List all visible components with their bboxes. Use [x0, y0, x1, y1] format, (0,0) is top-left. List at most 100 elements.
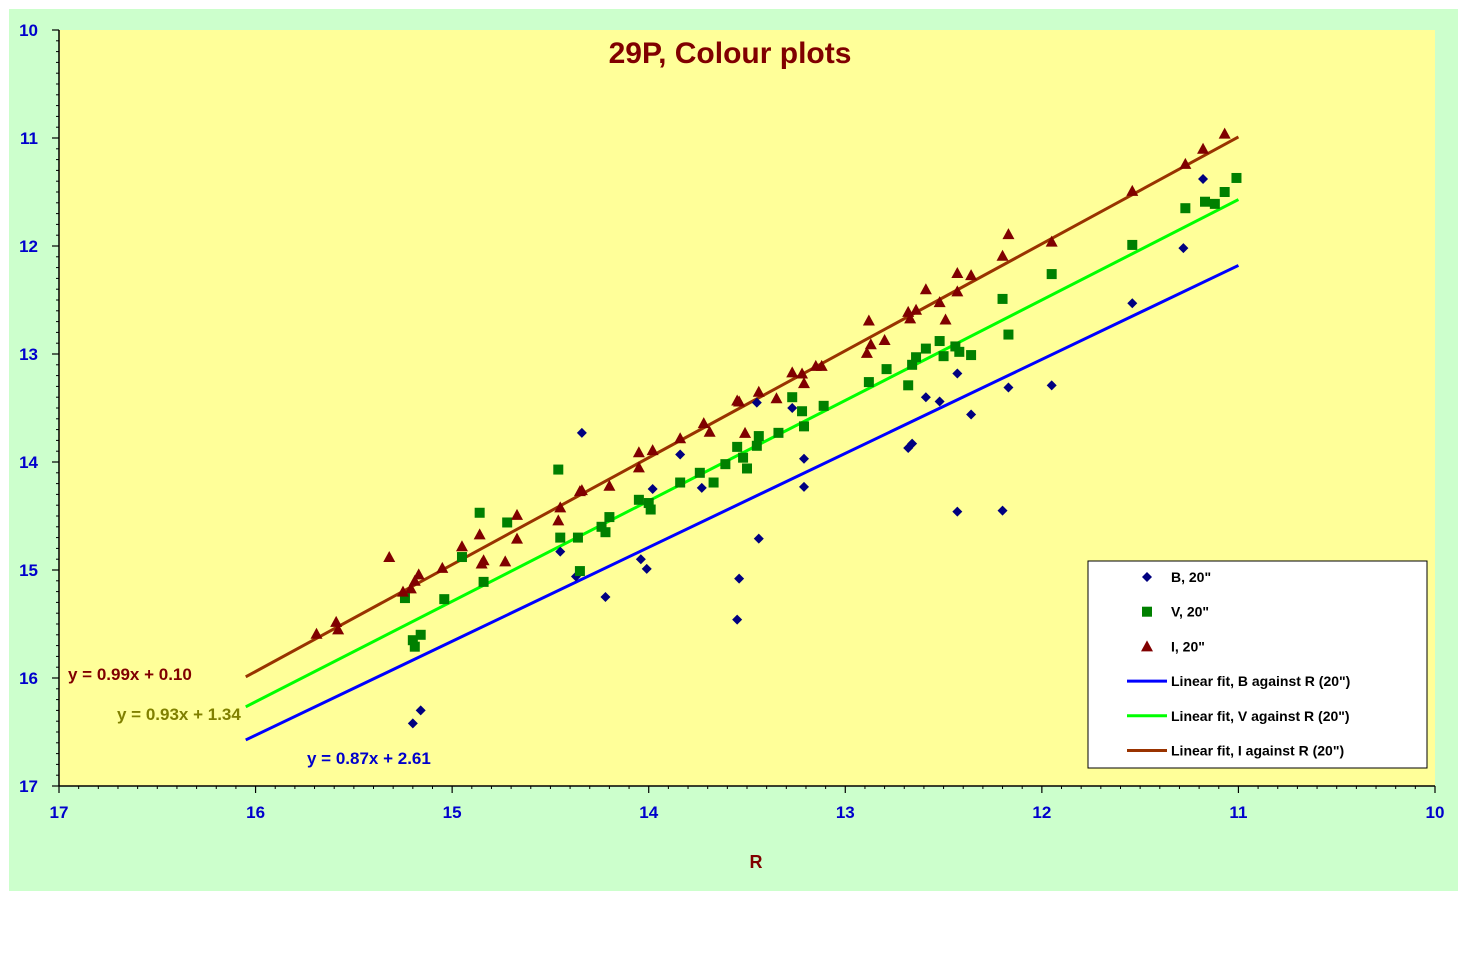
data-point-b: [753, 533, 764, 544]
data-point-b: [787, 403, 798, 413]
x-tick-label: 15: [443, 803, 462, 822]
data-point-b: [734, 573, 745, 584]
data-point-b: [675, 449, 686, 460]
data-point-b: [920, 392, 931, 403]
data-point-i: [933, 296, 946, 308]
data-point-b: [576, 427, 587, 438]
data-point-b: [647, 484, 658, 494]
y-tick-label: 14: [19, 453, 38, 472]
data-point-v: [787, 392, 798, 403]
fit-line-b: [245, 264, 1240, 742]
data-point-b: [641, 563, 652, 574]
data-point-b: [952, 506, 963, 517]
data-point-i: [473, 528, 486, 540]
data-point-i: [939, 313, 952, 325]
data-point-i: [878, 333, 891, 345]
data-point-v: [1231, 172, 1242, 183]
x-tick-label: 11: [1229, 803, 1247, 822]
data-point-v: [1200, 196, 1211, 207]
data-point-v: [555, 532, 566, 543]
data-point-i: [996, 249, 1009, 261]
legend-marker: [1141, 640, 1153, 652]
data-point-i: [1179, 157, 1192, 169]
data-point-v: [938, 351, 949, 362]
legend-label: Linear fit, B against R (20"): [1171, 673, 1350, 689]
x-axis-title: R: [750, 852, 763, 872]
data-point-b: [997, 505, 1008, 516]
data-point-v: [439, 594, 450, 605]
y-tick-label: 16: [19, 669, 38, 688]
data-point-v: [1127, 239, 1138, 250]
data-point-v: [1209, 198, 1220, 209]
data-point-v: [478, 576, 489, 587]
data-point-v: [407, 635, 418, 646]
legend-label: Linear fit, I against R (20"): [1171, 743, 1344, 759]
data-point-v: [600, 527, 611, 538]
data-point-b: [1003, 382, 1014, 393]
data-point-i: [436, 561, 449, 573]
data-point-v: [920, 343, 931, 354]
data-point-v: [399, 593, 410, 604]
data-point-i: [603, 479, 616, 491]
data-point-i: [632, 446, 645, 458]
data-point-i: [477, 554, 490, 566]
data-point-v: [604, 512, 615, 523]
data-point-v: [675, 477, 686, 488]
data-point-v: [863, 377, 874, 388]
y-tick-label: 10: [19, 21, 38, 40]
data-point-i: [552, 514, 565, 526]
y-tick-label: 12: [19, 237, 38, 256]
fit-equation-i: y = 0.99x + 0.10: [68, 665, 192, 684]
data-point-i: [632, 461, 645, 473]
data-point-v: [572, 532, 583, 543]
data-point-i: [1002, 228, 1015, 240]
data-point-i: [904, 312, 917, 324]
data-point-b: [600, 592, 611, 602]
data-point-v: [738, 452, 749, 463]
data-point-i: [397, 585, 409, 597]
data-point-i: [575, 484, 588, 496]
data-point-i: [1197, 142, 1210, 154]
data-point-i: [330, 615, 343, 627]
data-point-b: [966, 409, 977, 420]
data-point-i: [770, 392, 783, 404]
data-point-i: [815, 359, 828, 371]
data-point-b: [407, 718, 418, 729]
data-point-v: [797, 406, 808, 417]
data-point-i: [703, 425, 716, 437]
y-tick-label: 15: [19, 561, 38, 580]
data-point-v: [966, 350, 977, 361]
data-point-i: [1218, 127, 1231, 139]
data-point-i: [798, 377, 811, 389]
data-point-v: [911, 352, 922, 363]
data-point-i: [499, 555, 512, 567]
data-point-v: [751, 440, 762, 451]
data-point-i: [864, 338, 877, 350]
data-point-b: [1127, 298, 1138, 309]
legend-label: I, 20": [1171, 638, 1205, 654]
x-tick-label: 13: [836, 803, 855, 822]
data-point-i: [951, 267, 964, 278]
data-point-v: [456, 552, 467, 563]
data-point-v: [818, 400, 829, 411]
data-point-v: [643, 498, 654, 509]
data-point-i: [697, 417, 710, 429]
data-point-v: [799, 421, 810, 432]
data-point-i: [752, 385, 765, 397]
data-point-v: [1046, 269, 1057, 280]
y-tick-label: 17: [19, 777, 38, 796]
data-point-b: [635, 554, 646, 565]
legend-marker: [1142, 572, 1152, 582]
data-point-b: [1178, 243, 1189, 254]
legend-box: [1087, 560, 1428, 769]
data-point-v: [732, 441, 743, 452]
data-point-v: [954, 346, 965, 357]
data-point-b: [555, 546, 566, 557]
chart-title: 29P, Colour plots: [609, 37, 852, 70]
x-tick-label: 12: [1032, 803, 1051, 822]
y-tick-label: 11: [20, 129, 38, 148]
data-point-i: [674, 432, 687, 444]
legend-label: Linear fit, V against R (20"): [1171, 708, 1350, 724]
x-tick-label: 14: [639, 803, 658, 822]
